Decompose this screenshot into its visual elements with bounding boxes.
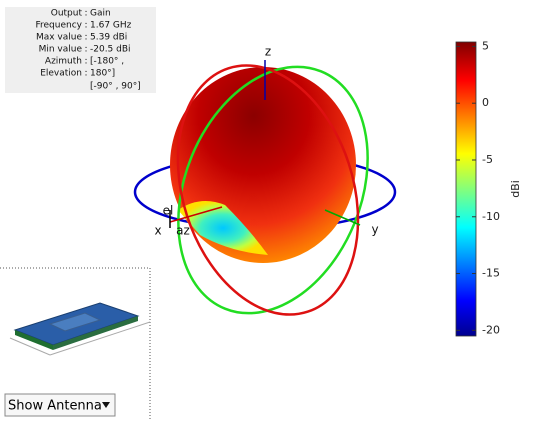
info-label: Max value (36, 33, 83, 43)
info-value: 5.39 dBi (90, 33, 127, 43)
pattern-surface (170, 67, 356, 263)
colorbar-tick-label: -15 (482, 267, 500, 280)
info-sep: : (84, 33, 87, 43)
info-value: Gain (90, 9, 111, 19)
info-value: 1.67 GHz (90, 21, 132, 31)
axis-label: az (176, 224, 190, 238)
elevation-circle (176, 64, 360, 316)
info-sep: : (84, 21, 87, 31)
info-label: Output (51, 9, 83, 19)
info-sep: : (84, 57, 87, 67)
colorbar (455, 41, 477, 337)
axis-label: z (265, 45, 271, 59)
colorbar-tick-label: -5 (482, 153, 493, 166)
colorbar-tick-label: -10 (482, 210, 500, 223)
info-label: Min value (39, 45, 83, 55)
preview-frame (0, 267, 151, 420)
colorbar-tick-label: 0 (482, 96, 489, 109)
axis-label: x (154, 224, 161, 238)
info-value: [-180° , (90, 57, 124, 67)
pattern-null (178, 201, 268, 255)
axis-label: y (371, 223, 378, 237)
info-value: -20.5 dBi (90, 45, 131, 55)
info-sep: : (84, 9, 87, 19)
colorbar-tick-label: -20 (482, 323, 500, 336)
dropdown-arrow[interactable] (102, 402, 110, 408)
info-box (5, 7, 156, 93)
y-axis (324, 209, 361, 226)
info-sep: : (84, 69, 87, 79)
info-sep: : (84, 45, 87, 55)
dropdown-label: Show Antenna (8, 399, 102, 414)
show-antenna-dropdown[interactable] (4, 393, 116, 417)
axis-label: el (163, 204, 174, 218)
info-value: 180°] (90, 69, 115, 79)
info-label: Azimuth (45, 57, 82, 67)
info-value: [-90° , 90°] (90, 82, 141, 92)
colorbar-tick-label: 5 (482, 39, 489, 52)
antenna-icon (9, 302, 151, 356)
info-label: Elevation (40, 69, 82, 79)
x-axis (169, 206, 223, 223)
colorbar-label: dBi (509, 180, 522, 198)
info-label: Frequency (36, 21, 83, 31)
